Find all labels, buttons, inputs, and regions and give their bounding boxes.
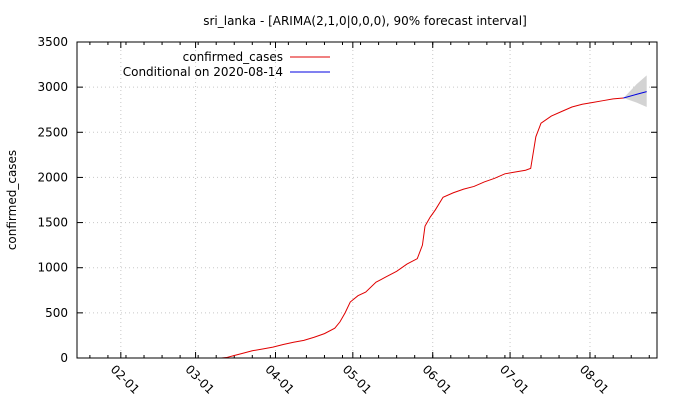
forecast-interval-band: [623, 75, 647, 108]
y-tick-label: 0: [60, 351, 68, 365]
y-tick-label: 3500: [37, 35, 68, 49]
x-tick-label: 06-01: [420, 362, 455, 397]
x-tick-label: 03-01: [182, 362, 217, 397]
x-tick-label: 08-01: [577, 362, 612, 397]
x-tick-label: 07-01: [497, 362, 532, 397]
y-tick-label: 3000: [37, 80, 68, 94]
x-tick-label: 05-01: [340, 362, 375, 397]
legend-label: confirmed_cases: [183, 50, 283, 64]
plot-area-border: [76, 41, 658, 359]
y-tick-label: 2500: [37, 125, 68, 139]
y-tick-label: 2000: [37, 170, 68, 184]
forecast-line: [623, 91, 647, 99]
confirmed-cases-line: [221, 97, 624, 359]
x-ticks: 02-01 03-01 04-01 05-01 06-01 07-01 08-01: [89, 42, 650, 397]
y-axis-label: confirmed_cases: [5, 150, 19, 250]
series-lines: [221, 91, 647, 359]
x-tick-label: 02-01: [108, 362, 143, 397]
y-tick-label: 500: [45, 306, 68, 320]
x-tick-label: 04-01: [262, 362, 297, 397]
forecast-interval: [623, 75, 647, 108]
y-tick-label: 1000: [37, 261, 68, 275]
grid-lines: [77, 42, 657, 358]
y-ticks: 0 500 1000 1500 2000 2500 3000 3500: [37, 35, 657, 365]
chart-title: sri_lanka - [ARIMA(2,1,0|0,0,0), 90% for…: [203, 14, 527, 28]
legend-label: Conditional on 2020-08-14: [123, 65, 283, 79]
y-tick-label: 1500: [37, 216, 68, 230]
